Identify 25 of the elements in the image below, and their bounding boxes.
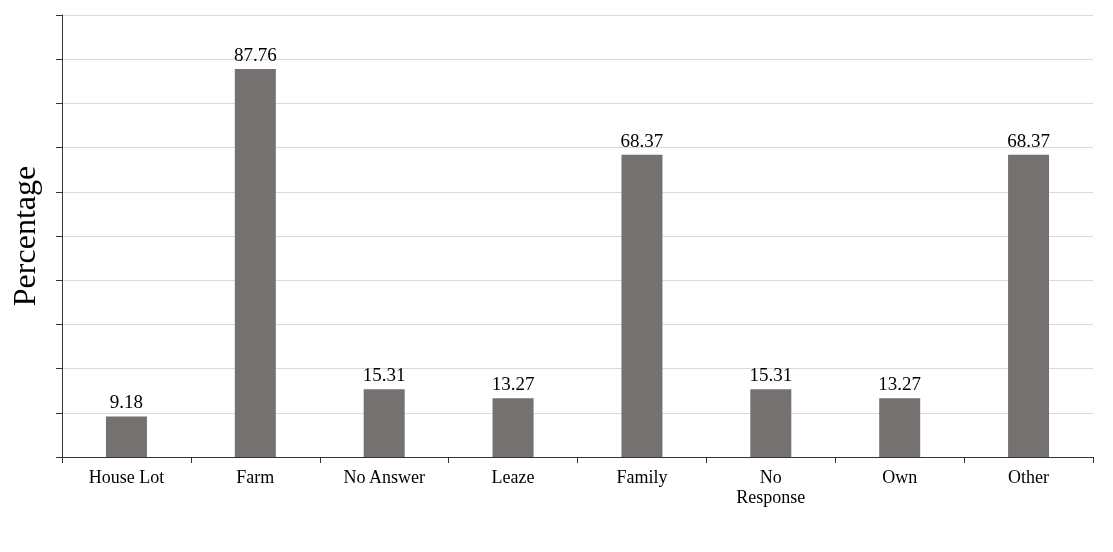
x-tick-label: Own [882, 467, 918, 487]
x-tick-label: No Response [736, 467, 806, 507]
bar [750, 389, 792, 457]
x-tick-label: Leaze [491, 467, 535, 487]
bar [621, 154, 663, 457]
bar [492, 398, 534, 457]
bar [234, 69, 276, 457]
x-tick-label: Other [1008, 467, 1050, 487]
data-label: 87.76 [233, 44, 277, 66]
data-label: 9.18 [109, 391, 144, 413]
x-tick-label: No Answer [343, 467, 425, 487]
data-label: 15.31 [749, 364, 793, 386]
data-label: 13.27 [491, 373, 535, 395]
bar [105, 416, 147, 457]
bar [363, 389, 405, 457]
bar [1008, 154, 1050, 457]
data-label: 13.27 [878, 373, 922, 395]
data-label: 15.31 [362, 364, 406, 386]
y-axis-title: Percentage [6, 165, 42, 307]
bar [879, 398, 921, 457]
data-label: 68.37 [620, 129, 664, 151]
data-label: 68.37 [1007, 129, 1050, 151]
x-tick-label: Farm [236, 467, 275, 487]
x-tick-label: Family [616, 467, 668, 487]
x-tick-label: House Lot [88, 467, 165, 487]
